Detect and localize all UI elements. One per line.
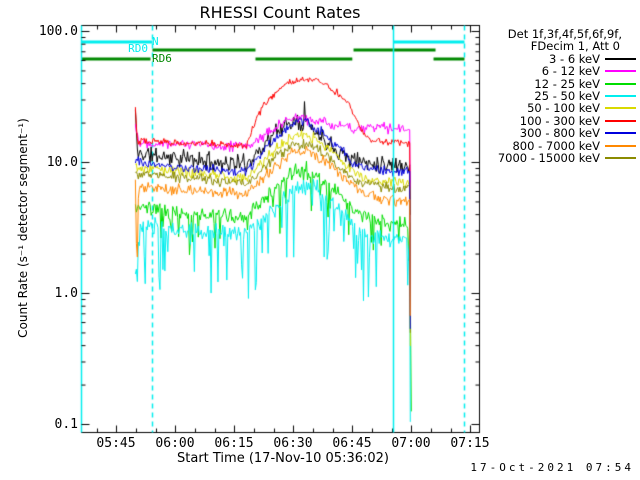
rd0-flag-label: RD0: [128, 42, 148, 55]
legend-header-decim: FDecim 1, Att 0: [530, 39, 620, 53]
legend-label-7000-15000kev: 7000 - 15000 keV: [497, 151, 600, 165]
legend-label-25-50kev: 25 - 50 keV: [534, 89, 600, 103]
y-axis-label: Count Rate (s⁻¹ detector segment⁻¹): [16, 118, 30, 338]
x-tick-label-0630: 06:30: [273, 436, 313, 451]
legend-label-3-6kev: 3 - 6 keV: [549, 52, 600, 66]
y-tick-label-10: 10.0: [46, 155, 78, 170]
x-tick-label-0600: 06:00: [155, 436, 195, 451]
night-flag-label: N: [152, 35, 159, 48]
y-tick-label-1: 1.0: [54, 286, 78, 301]
plot-creation-timestamp: 17-Oct-2021 07:54: [470, 461, 634, 474]
x-tick-label-0715: 07:15: [450, 436, 490, 451]
legend-header-detectors: Det 1f,3f,4f,5f,6f,9f,: [507, 27, 622, 41]
x-axis-label: Start Time (17-Nov-10 05:36:02): [177, 451, 389, 466]
legend-label-12-25kev: 12 - 25 keV: [534, 77, 600, 91]
legend-swatch-3-6kev: [605, 58, 636, 60]
rd6-flag-label: RD6: [152, 52, 172, 65]
legend-swatch-50-100kev: [605, 107, 636, 109]
legend-label-800-7000kev: 800 - 7000 keV: [512, 139, 600, 153]
legend-label-6-12kev: 6 - 12 keV: [541, 64, 600, 78]
legend-swatch-7000-15000kev: [605, 157, 636, 159]
legend-swatch-12-25kev: [605, 83, 636, 85]
chart-title: RHESSI Count Rates: [199, 3, 361, 22]
x-tick-label-0645: 06:45: [332, 436, 372, 451]
legend-label-100-300kev: 100 - 300 keV: [519, 114, 600, 128]
legend-label-300-800kev: 300 - 800 keV: [519, 126, 600, 140]
legend-swatch-25-50kev: [605, 95, 636, 97]
y-tick-label-100: 100.0: [38, 24, 78, 39]
x-tick-label-0545: 05:45: [96, 436, 136, 451]
legend-label-50-100kev: 50 - 100 keV: [527, 101, 600, 115]
legend-swatch-6-12kev: [605, 70, 636, 72]
x-tick-label-0615: 06:15: [214, 436, 254, 451]
y-tick-label-0p1: 0.1: [54, 417, 78, 432]
legend-swatch-800-7000kev: [605, 145, 636, 147]
legend-swatch-300-800kev: [605, 132, 636, 134]
legend-swatch-100-300kev: [605, 120, 636, 122]
x-tick-label-0700: 07:00: [391, 436, 431, 451]
